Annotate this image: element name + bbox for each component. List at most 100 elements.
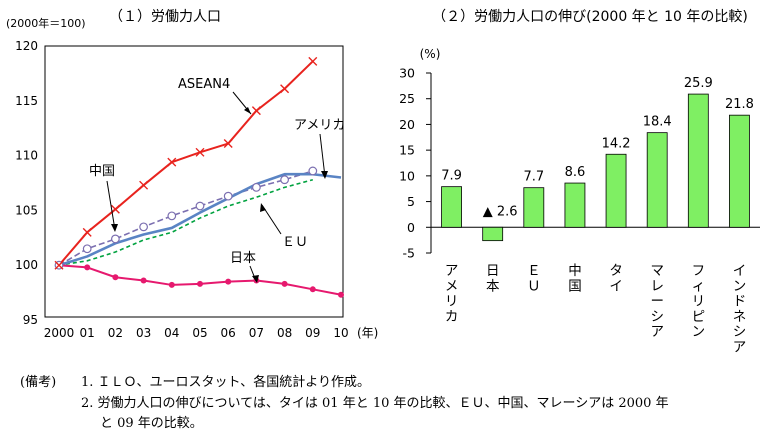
left-y-tick-label: 110	[15, 149, 38, 163]
usa-arrowhead	[321, 171, 328, 179]
bar-value-label: ▲ 2.6	[483, 204, 518, 219]
series-label-eu: ＥＵ	[282, 235, 308, 250]
right-y-tick-label: 5	[407, 194, 415, 209]
right-y-tick-label: 25	[399, 91, 415, 106]
right-y-tick-label: 10	[399, 168, 415, 183]
bar-chart-labour-force-growth: （２）労働力人口の伸び(2000 年と 10 年の比較) (%) -5 0 5 10 1…	[399, 9, 760, 356]
bar-4	[564, 182, 586, 228]
left-chart-unit-label: (2000年＝100)	[6, 16, 86, 30]
bar-value-label: 21.8	[725, 97, 754, 112]
china-leader-line	[106, 180, 116, 231]
point-japan	[168, 281, 175, 288]
left-series-markers	[54, 56, 344, 298]
notes-line-3: と 09 年の比較。	[100, 416, 203, 431]
point-china	[308, 166, 318, 176]
point-china	[280, 175, 290, 185]
point-china	[251, 182, 261, 192]
left-x-tick-label: 07	[249, 326, 264, 340]
point-asean4	[110, 204, 120, 214]
right-y-tick-label: 15	[399, 143, 415, 158]
left-x-tick-label: 09	[305, 326, 320, 340]
category-label: フィリピン	[692, 263, 706, 340]
notes-line-1: 1. ＩＬＯ、ユーロスタット、各国統計より作成。	[81, 375, 371, 390]
bar-6	[646, 132, 668, 228]
left-y-tick-label: 120	[15, 39, 38, 53]
bar-value-label: 18.4	[643, 115, 672, 130]
line-chart-labour-force-index: （１）労働力人口 (2000年＝100) 95 100 105 110 115 120 2…	[6, 9, 378, 340]
right-y-tick-label: 0	[407, 220, 415, 235]
point-japan	[84, 264, 91, 271]
japan-arrowhead	[252, 275, 259, 283]
bar-value-label: 7.7	[523, 170, 544, 185]
bar-value-label: 8.6	[565, 165, 586, 180]
eu-arrowhead	[260, 203, 266, 212]
right-y-tick-label: -5	[403, 246, 415, 261]
bar-7	[687, 93, 709, 228]
right-bars	[441, 93, 750, 242]
left-x-tick-label: 03	[136, 326, 151, 340]
bar-1	[441, 186, 462, 228]
category-label: アメリカ	[445, 263, 459, 325]
point-china	[223, 191, 233, 201]
left-x-tick-label: 01	[80, 326, 95, 340]
line-series-eu	[58, 178, 314, 266]
left-y-tick-label: 105	[15, 203, 38, 217]
left-y-tick-label: 100	[15, 258, 38, 272]
category-label: 日本	[486, 263, 500, 294]
bar-value-label: 7.9	[441, 169, 462, 184]
right-value-labels: 7.9 ▲ 2.6 7.7 8.6 14.2 18.4 25.9 21.8	[441, 76, 754, 219]
left-x-axis-label: (年)	[357, 326, 378, 340]
category-label: マレーシア	[650, 263, 664, 340]
series-label-usa: アメリカ	[294, 118, 345, 133]
line-series-japan	[58, 264, 342, 296]
point-asean4	[167, 157, 177, 167]
bar-value-label: 25.9	[684, 76, 713, 91]
left-x-tick-label: 02	[108, 326, 123, 340]
left-y-tick-label: 115	[15, 94, 38, 108]
point-japan	[225, 278, 232, 285]
right-y-tick-label: 30	[399, 66, 415, 81]
series-label-japan: 日本	[230, 251, 256, 266]
point-japan	[281, 280, 288, 287]
category-label: タイ	[609, 263, 623, 294]
notes-label: (備考)	[20, 375, 57, 390]
point-asean4	[280, 84, 290, 94]
bar-2	[482, 226, 504, 242]
left-plot-frame	[44, 45, 344, 318]
right-y-tick-label: 20	[399, 117, 415, 132]
right-chart-title: （２）労働力人口の伸び(2000 年と 10 年の比較)	[432, 9, 748, 25]
category-label: 中国	[568, 263, 582, 294]
left-chart-title: （１）労働力人口	[109, 9, 221, 25]
point-japan	[197, 280, 203, 287]
left-y-axis: 95 100 105 110 115 120	[15, 39, 38, 327]
china-arrowhead	[111, 224, 118, 232]
point-asean4	[251, 106, 261, 116]
bar-value-label: 14.2	[602, 136, 631, 151]
point-start-2000	[54, 260, 64, 270]
point-asean4	[195, 147, 205, 157]
bar-5	[605, 153, 627, 228]
point-asean4	[223, 139, 233, 149]
left-y-tick-label: 95	[23, 313, 38, 327]
left-x-tick-label: 10	[333, 326, 348, 340]
left-x-tick-label: 2000	[44, 326, 75, 340]
point-china	[195, 201, 205, 211]
point-japan	[309, 286, 316, 293]
bar-8	[729, 114, 750, 228]
asean4-arrowhead	[244, 107, 251, 114]
line-series-china	[58, 170, 314, 266]
usa-leader-line	[319, 133, 326, 178]
left-series-annotations: ASEAN4 中国 アメリカ ＥＵ 日本	[89, 77, 345, 283]
notes-line-2: 2. 労働力人口の伸びについては、タイは 01 年と 10 年の比較、ＥＵ、中国…	[81, 396, 669, 411]
category-label: ＥＵ	[527, 263, 541, 294]
left-x-tick-label: 08	[277, 326, 292, 340]
point-japan	[338, 291, 344, 298]
point-japan	[112, 274, 119, 281]
point-china	[82, 244, 92, 254]
bar-3	[523, 187, 545, 228]
line-series-asean4	[58, 60, 314, 266]
series-label-asean4: ASEAN4	[178, 77, 230, 92]
line-series-usa	[58, 172, 342, 267]
